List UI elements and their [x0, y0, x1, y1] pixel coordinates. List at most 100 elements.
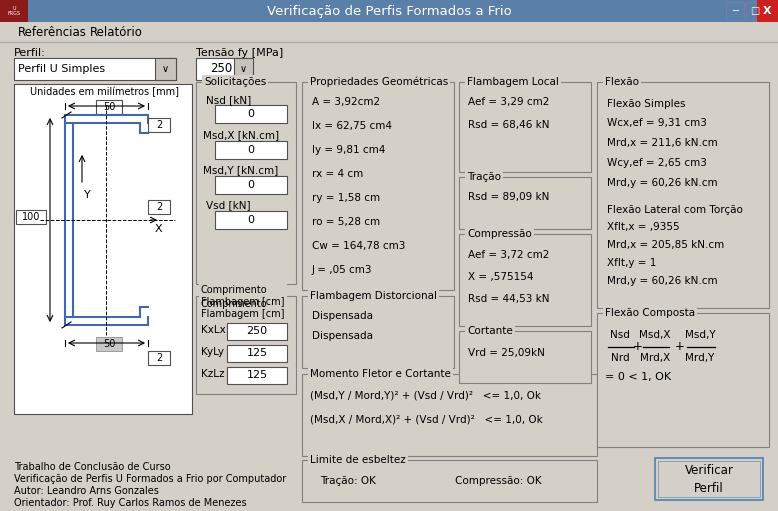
Bar: [196, 58, 248, 80]
Text: 250: 250: [247, 327, 268, 337]
Text: Propriedades Geométricas: Propriedades Geométricas: [310, 77, 448, 87]
Text: Ix = 62,75 cm4: Ix = 62,75 cm4: [312, 121, 392, 131]
Text: 2: 2: [156, 353, 162, 363]
Bar: [227, 345, 287, 362]
Text: Xflt,y = 1: Xflt,y = 1: [607, 258, 657, 268]
Text: 50: 50: [103, 339, 115, 349]
Text: Mrd,X: Mrd,X: [640, 353, 670, 363]
Text: Mrd,y = 60,26 kN.cm: Mrd,y = 60,26 kN.cm: [607, 178, 717, 188]
Text: ∨: ∨: [162, 64, 169, 74]
Text: Solicitações: Solicitações: [204, 77, 266, 87]
Bar: [96, 337, 122, 351]
Text: Msd,X [kN.cm]: Msd,X [kN.cm]: [203, 130, 279, 140]
Text: Xflt,x = ,9355: Xflt,x = ,9355: [607, 222, 680, 232]
Bar: [459, 331, 591, 383]
Text: 250: 250: [210, 62, 233, 76]
Bar: [14, 58, 176, 80]
Text: Vsd [kN]: Vsd [kN]: [206, 200, 251, 210]
Bar: [148, 118, 170, 132]
Text: Flexão Lateral com Torção: Flexão Lateral com Torção: [607, 205, 743, 215]
Text: 2: 2: [156, 120, 162, 130]
Bar: [215, 176, 287, 194]
Bar: [658, 461, 760, 497]
Text: Aef = 3,29 cm2: Aef = 3,29 cm2: [468, 97, 549, 107]
Text: X: X: [155, 224, 163, 234]
Text: Tração: OK: Tração: OK: [320, 476, 376, 486]
Text: Mrd,x = 205,85 kN.cm: Mrd,x = 205,85 kN.cm: [607, 240, 724, 250]
Text: 125: 125: [247, 349, 268, 359]
Text: Nsd [kN]: Nsd [kN]: [206, 95, 251, 105]
Text: Comprimento: Comprimento: [201, 299, 268, 309]
Text: Compressão: Compressão: [467, 229, 531, 239]
Text: KyLy: KyLy: [201, 347, 224, 357]
Text: Comprimento
Flambagem [cm]: Comprimento Flambagem [cm]: [201, 285, 285, 307]
Text: Mrd,y = 60,26 kN.cm: Mrd,y = 60,26 kN.cm: [607, 276, 717, 286]
Text: Vrd = 25,09kN: Vrd = 25,09kN: [468, 348, 545, 358]
Text: Limite de esbeltez: Limite de esbeltez: [310, 455, 406, 465]
Text: J = ,05 cm3: J = ,05 cm3: [312, 265, 373, 275]
Bar: [215, 211, 287, 229]
Text: Wcy,ef = 2,65 cm3: Wcy,ef = 2,65 cm3: [607, 158, 707, 168]
Bar: [155, 58, 176, 80]
Text: Cortante: Cortante: [467, 326, 513, 336]
Bar: [597, 82, 769, 308]
Text: Perfil:: Perfil:: [14, 48, 46, 58]
Text: Msd,Y: Msd,Y: [685, 330, 715, 340]
Bar: [757, 0, 778, 22]
Text: (Msd,Y / Mord,Y)² + (Vsd / Vrd)²   <= 1,0, Ok: (Msd,Y / Mord,Y)² + (Vsd / Vrd)² <= 1,0,…: [310, 390, 541, 400]
Text: 100: 100: [22, 212, 40, 222]
Text: X: X: [762, 6, 771, 16]
Text: Autor: Leandro Arns Gonzales: Autor: Leandro Arns Gonzales: [14, 486, 159, 496]
Bar: [597, 313, 769, 447]
Bar: [196, 296, 296, 394]
Text: Rsd = 68,46 kN: Rsd = 68,46 kN: [468, 120, 549, 130]
Text: Aef = 3,72 cm2: Aef = 3,72 cm2: [468, 250, 549, 260]
Text: Y: Y: [84, 190, 91, 200]
Text: 2: 2: [156, 202, 162, 212]
Text: Mrd,x = 211,6 kN.cm: Mrd,x = 211,6 kN.cm: [607, 138, 718, 148]
Text: Referências: Referências: [18, 26, 87, 38]
Bar: [459, 82, 591, 172]
Text: 0: 0: [247, 109, 254, 119]
Bar: [215, 105, 287, 123]
Bar: [196, 82, 296, 284]
Text: Tração: Tração: [467, 172, 501, 182]
Text: Verificação de Perfis U Formados a Frio por Computador: Verificação de Perfis U Formados a Frio …: [14, 474, 286, 484]
Text: 0: 0: [247, 145, 254, 155]
Text: A = 3,92cm2: A = 3,92cm2: [312, 97, 380, 107]
Bar: [227, 367, 287, 384]
Bar: [459, 177, 591, 229]
Text: 0: 0: [247, 180, 254, 190]
Text: +: +: [675, 340, 685, 354]
Text: X = ,575154: X = ,575154: [468, 272, 534, 282]
Text: Wcx,ef = 9,31 cm3: Wcx,ef = 9,31 cm3: [607, 118, 707, 128]
Text: ry = 1,58 cm: ry = 1,58 cm: [312, 193, 380, 203]
Text: Flexão Composta: Flexão Composta: [605, 308, 695, 318]
Text: Verificar
Perfil: Verificar Perfil: [685, 463, 734, 495]
Bar: [302, 82, 454, 290]
Text: Mrd,Y: Mrd,Y: [685, 353, 715, 363]
Text: 50: 50: [103, 102, 115, 112]
Text: (Msd,X / Mord,X)² + (Vsd / Vrd)²   <= 1,0, Ok: (Msd,X / Mord,X)² + (Vsd / Vrd)² <= 1,0,…: [310, 415, 543, 425]
Text: ∨: ∨: [240, 64, 247, 74]
Text: ro = 5,28 cm: ro = 5,28 cm: [312, 217, 380, 227]
Text: Flexão Simples: Flexão Simples: [607, 99, 685, 109]
Bar: [302, 460, 597, 502]
Text: Verificação de Perfis Formados a Frio: Verificação de Perfis Formados a Frio: [267, 5, 511, 17]
Text: Rsd = 89,09 kN: Rsd = 89,09 kN: [468, 192, 549, 202]
Bar: [0, 22, 778, 42]
Text: U
FRGS: U FRGS: [8, 6, 20, 16]
Text: Msd,X: Msd,X: [640, 330, 671, 340]
Text: Nsd: Nsd: [610, 330, 630, 340]
Text: Dispensada: Dispensada: [312, 311, 373, 321]
Text: 0: 0: [247, 215, 254, 225]
Bar: [16, 210, 46, 224]
Text: Msd,Y [kN.cm]: Msd,Y [kN.cm]: [203, 165, 279, 175]
Text: Flambagem Distorcional: Flambagem Distorcional: [310, 291, 437, 301]
Text: KzLz: KzLz: [201, 369, 225, 379]
Text: Dispensada: Dispensada: [312, 331, 373, 341]
Text: rx = 4 cm: rx = 4 cm: [312, 169, 363, 179]
Text: +: +: [633, 340, 643, 354]
Text: □: □: [750, 6, 759, 16]
Text: Flambagem Local: Flambagem Local: [467, 77, 559, 87]
